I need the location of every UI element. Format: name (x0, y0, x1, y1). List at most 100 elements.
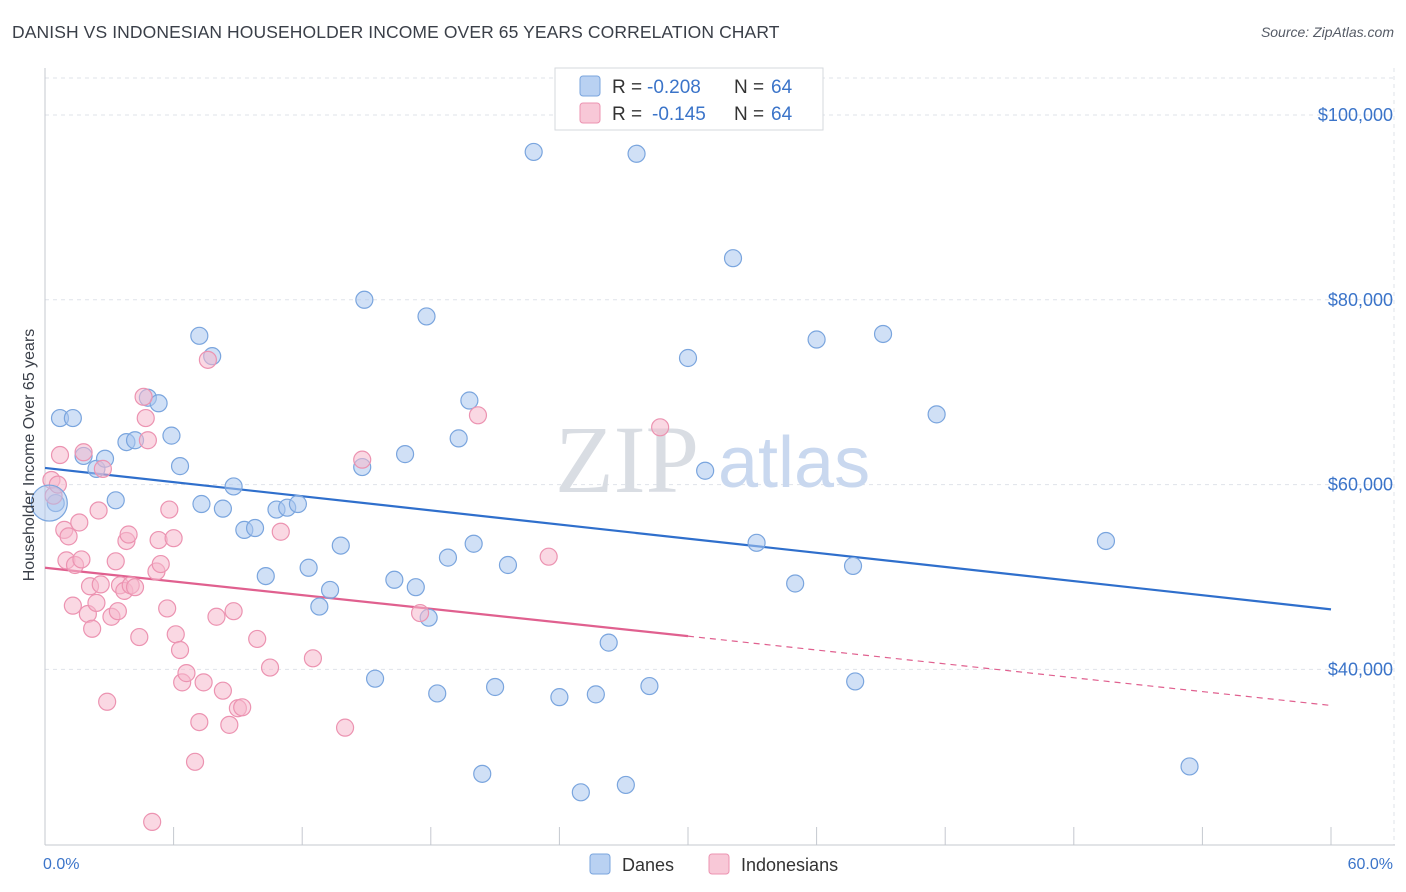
indonesians-point (190, 712, 209, 732)
indonesians-point (271, 522, 290, 541)
danes-point (449, 429, 468, 448)
indonesians-point (134, 387, 153, 406)
chart-title: DANISH VS INDONESIAN HOUSEHOLDER INCOME … (12, 22, 780, 42)
danes-point (786, 574, 805, 593)
x-tick-labels: 0.0% 60.0% (43, 856, 1393, 873)
indonesians-point (106, 552, 125, 571)
danes-point (627, 144, 646, 163)
danes-point (149, 394, 168, 413)
danes-point (428, 684, 447, 703)
danes-r-label: R = (612, 77, 642, 98)
indonesians-point (50, 445, 70, 465)
indonesians-point (468, 406, 488, 425)
danes-point (1180, 757, 1199, 776)
danes-point (747, 533, 766, 552)
danes-point (406, 578, 425, 597)
danes-point (460, 391, 479, 410)
indonesians-point (207, 607, 226, 626)
danes-point (192, 494, 211, 514)
axes (44, 68, 1395, 846)
danes-point (288, 494, 308, 514)
danes-point (162, 426, 181, 445)
danes-point (395, 445, 415, 464)
danes-point (245, 518, 265, 538)
indonesians-point (93, 459, 112, 478)
danes-point (365, 669, 385, 688)
danes-point (106, 491, 125, 510)
indonesians-point (151, 554, 170, 574)
indonesians-point (194, 673, 213, 692)
indonesians-point (160, 500, 179, 519)
indonesians-point (91, 575, 110, 594)
watermark-zip: ZIP (555, 406, 699, 513)
indonesians-point (198, 350, 217, 369)
indonesians-point (138, 431, 157, 450)
indonesians-point (87, 593, 106, 612)
danes-point (331, 536, 350, 555)
watermark-atlas: atlas (718, 423, 870, 503)
danes-point (550, 688, 569, 707)
danes-point (807, 330, 826, 349)
indonesians-point (72, 550, 91, 569)
danes-point (640, 676, 659, 696)
danes-point (616, 775, 635, 795)
danes-point (927, 405, 946, 424)
indonesians-point (136, 408, 155, 428)
danes-legend-swatch (579, 75, 601, 97)
danes-point (299, 558, 318, 577)
indonesians-point (220, 715, 239, 734)
danes-point (63, 408, 82, 428)
danes-point (571, 783, 590, 802)
danes-point (843, 556, 863, 576)
danes-series-swatch (589, 853, 611, 875)
danes-point (464, 534, 483, 553)
danes-point (498, 555, 518, 575)
indonesians-point (59, 527, 78, 546)
y-tick-label: $60,000 (1328, 475, 1393, 495)
indonesians-point (125, 578, 145, 597)
indonesians-point (233, 698, 252, 717)
indonesians-point (248, 629, 267, 649)
danes-point (486, 677, 505, 697)
indonesians-n-label: N = (734, 104, 764, 125)
data-points (30, 142, 1199, 831)
y-tick-label: $80,000 (1328, 290, 1393, 310)
indonesians-point (651, 418, 670, 437)
indonesians-point (335, 718, 355, 737)
indonesians-point (158, 599, 177, 618)
indonesians-point (143, 812, 162, 831)
indonesians-point (83, 619, 102, 638)
indonesians-point (130, 627, 149, 647)
indonesians-point (224, 602, 243, 621)
indonesians-r-value: -0.145 (652, 104, 706, 125)
watermark: ZIP atlas (555, 406, 870, 513)
indonesians-point (98, 692, 117, 711)
indonesians-series-label: Indonesians (741, 855, 838, 875)
danes-point (320, 580, 340, 600)
indonesians-point (303, 649, 323, 668)
indonesians-point (70, 513, 89, 532)
stats-legend: R = -0.208 N = 64 R = -0.145 N = 64 (554, 67, 824, 131)
indonesians-point (260, 658, 280, 677)
indonesians-point (410, 603, 430, 623)
danes-point (213, 499, 232, 518)
indonesians-point (213, 681, 232, 700)
y-tick-label: $100,000 (1318, 105, 1393, 125)
danes-r-value: -0.208 (647, 77, 701, 98)
x-tick-label: 0.0% (43, 856, 79, 873)
danes-n-label: N = (734, 77, 764, 98)
indonesians-trend-line (44, 566, 689, 638)
danes-point (723, 249, 743, 268)
danes-point (256, 566, 275, 586)
danes-n-value: 64 (771, 77, 793, 98)
danes-point (846, 672, 865, 691)
source-label: Source: ZipAtlas.com (1260, 24, 1394, 40)
indonesians-trend-line-extension (687, 635, 1332, 707)
danes-point (1096, 531, 1116, 551)
indonesians-r-label: R = (612, 104, 642, 125)
indonesians-point (177, 664, 196, 683)
y-tick-label: $40,000 (1328, 659, 1393, 679)
danes-point (696, 461, 715, 480)
danes-point (310, 597, 329, 616)
